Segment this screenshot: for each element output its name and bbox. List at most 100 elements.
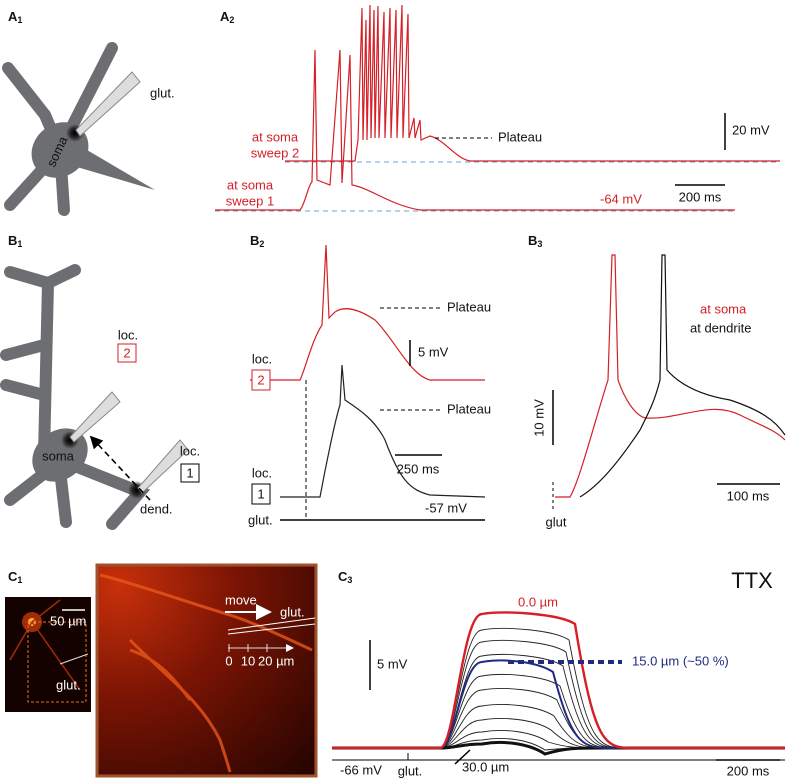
label: loc. (180, 443, 200, 458)
trace-soma (555, 254, 786, 498)
label: glut. (56, 677, 81, 692)
micrograph (5, 597, 91, 712)
label: glut. (150, 85, 175, 100)
label: 1 (186, 465, 193, 480)
label: 10 (241, 653, 255, 668)
trace (332, 674, 785, 749)
panel-label: B2 (250, 233, 264, 249)
panel-index: 2 (229, 15, 234, 25)
label: 5 mV (377, 656, 408, 671)
label: glut. (398, 763, 423, 778)
pipette (69, 391, 121, 443)
label: Plateau (447, 401, 491, 416)
panel-index: 1 (17, 15, 22, 25)
panel-index: 2 (259, 239, 264, 249)
panel-b1: loc. 2 loc. 1 soma dend. (0, 264, 200, 530)
label: 250 ms (397, 461, 440, 476)
label: dend. (140, 501, 173, 516)
traces (332, 611, 785, 756)
label: loc. (252, 351, 272, 366)
box (251, 483, 271, 505)
panel-b3: at soma at dendrite 10 mV 100 ms glut (531, 254, 786, 529)
label: loc. (252, 465, 272, 480)
label: -66 mV (340, 762, 382, 777)
label: 20 mV (732, 122, 770, 137)
panel-label: C1 (8, 569, 22, 585)
panel-label: C3 (338, 569, 352, 585)
ruler-ticks (228, 644, 268, 652)
panel-c3: TTX 0.0 µm 15.0 µm (~50 %) 5 mV -66 mV 3… (332, 568, 785, 778)
pipette (137, 439, 189, 494)
label: sweep 1 (226, 193, 274, 208)
trace-loc-2 (250, 244, 485, 381)
legend-label: at dendrite (690, 320, 751, 335)
label: 1 (257, 486, 264, 501)
label: move (225, 592, 257, 607)
panel-index: 1 (17, 239, 22, 249)
trace-0um (332, 611, 785, 750)
panel-label: A1 (8, 9, 22, 25)
label: soma (42, 448, 75, 463)
panel-label: B1 (8, 233, 22, 249)
panel-letter: A (8, 9, 18, 24)
trace-15um (332, 659, 785, 749)
label: at soma (227, 177, 274, 192)
panel-letter: B (528, 233, 537, 248)
dendrite-image (99, 573, 313, 773)
label: TTX (731, 568, 773, 593)
label: 15.0 µm (~50 %) (632, 653, 729, 668)
panel-c2: move glut. 0 10 20 µm (95, 563, 318, 778)
label: 10 mV (531, 399, 546, 437)
panel-label: A2 (220, 9, 234, 25)
panel-a2: at soma sweep 2 at soma sweep 1 Plateau … (215, 4, 780, 212)
pipette (227, 617, 316, 635)
box (251, 369, 271, 391)
panel-letter: C (338, 569, 348, 584)
label: 50 µm (50, 613, 86, 628)
panel-letter: B (8, 233, 17, 248)
panel-b2: Plateau Plateau 5 mV loc. 2 loc. 1 250 m… (248, 244, 491, 527)
neuron (0, 264, 151, 530)
trace (332, 704, 785, 749)
label: 200 ms (679, 189, 722, 204)
pipette (75, 71, 141, 137)
trace-sweep-2 (285, 4, 780, 162)
label: 200 ms (727, 763, 770, 778)
trace-dendrite (579, 254, 786, 498)
panel-index: 3 (347, 575, 352, 585)
dendrite-image (9, 599, 81, 691)
panel-letter: C (8, 569, 18, 584)
zoom-box (27, 621, 87, 703)
label: loc. (118, 327, 138, 342)
label: 5 mV (418, 344, 449, 359)
trace-loc-1 (280, 364, 486, 498)
label: 2 (123, 345, 130, 360)
neuron-dendrite (70, 140, 155, 190)
box (180, 463, 200, 483)
label: glut. (248, 512, 273, 527)
trace (332, 640, 785, 749)
panel-letter: A (220, 9, 230, 24)
neuron (2, 42, 118, 216)
panel-letter: B (250, 233, 259, 248)
panel-index: 1 (17, 575, 22, 585)
box (117, 343, 137, 363)
label: 0.0 µm (518, 594, 558, 609)
label: 100 ms (727, 488, 770, 503)
label: glut. (280, 604, 305, 619)
label: Plateau (447, 299, 491, 314)
trace-30um (332, 740, 785, 756)
trace (332, 718, 785, 749)
label: -64 mV (600, 191, 642, 206)
trace (332, 730, 785, 749)
panel-a1: glut. soma (2, 42, 175, 216)
trace-sweep-1 (215, 49, 735, 211)
label: at soma (252, 129, 299, 144)
label: Plateau (498, 129, 542, 144)
pointer (454, 749, 471, 765)
pipette (59, 653, 89, 665)
panel-index: 3 (537, 239, 542, 249)
label: glut (546, 514, 567, 529)
label: 0 (225, 653, 232, 668)
